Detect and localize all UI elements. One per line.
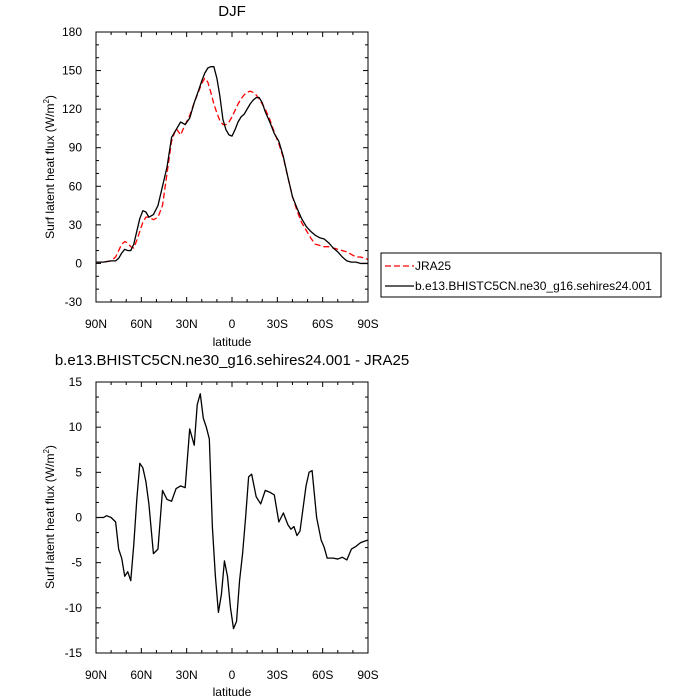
bottom-x-tick-label: 0 <box>229 668 236 682</box>
top-panel: DJF -30 0 30 60 90 120 150 180 90N 60N 30N 0 30S 60S… <box>42 3 662 349</box>
top-legend: JRA25 b.e13.BHISTC5CN.ne30_g16.sehires24… <box>380 252 662 298</box>
bottom-y-tick-label: 10 <box>69 420 83 434</box>
bottom-y-tick-label: -15 <box>65 646 83 660</box>
top-plot-frame <box>95 31 369 303</box>
top-chart-title: DJF <box>218 3 246 20</box>
top-x-tick-label: 90N <box>85 317 107 331</box>
top-series-line-model <box>96 66 368 265</box>
bottom-y-tick-label: 0 <box>75 511 82 525</box>
top-y-tick-label: 90 <box>69 141 83 155</box>
bottom-y-tick-label: 5 <box>75 465 82 479</box>
top-y-tick-label: 180 <box>62 25 82 39</box>
legend-box <box>380 252 662 298</box>
legend-label-model: b.e13.BHISTC5CN.ne30_g16.sehires24.001 <box>415 279 652 293</box>
top-x-tick-label: 30N <box>176 317 198 331</box>
bottom-x-tick-label: 30S <box>267 668 288 682</box>
top-x-tick-label: 90S <box>357 317 378 331</box>
bottom-y-tick-label: -5 <box>71 556 82 570</box>
legend-label-jra25: JRA25 <box>415 259 451 273</box>
top-y-axis-label: Surf latent heat flux (W/m2) <box>42 95 57 239</box>
bottom-x-tick-label: 30N <box>176 668 198 682</box>
bottom-x-tick-label: 60N <box>130 668 152 682</box>
top-x-tick-label: 60N <box>130 317 152 331</box>
bottom-y-tick-label: 15 <box>69 375 83 389</box>
bottom-plot-frame <box>95 381 369 654</box>
top-y-tick-label: 60 <box>69 179 83 193</box>
top-x-tick-label: 60S <box>312 317 333 331</box>
top-series-line-jra25 <box>96 77 369 263</box>
top-y-tick-label: 150 <box>62 64 82 78</box>
bottom-panel: b.e13.BHISTC5CN.ne30_g16.sehires24.001 -… <box>42 352 409 699</box>
bottom-chart-title: b.e13.BHISTC5CN.ne30_g16.sehires24.001 -… <box>55 352 409 369</box>
top-y-tick-label: 120 <box>62 102 82 116</box>
bottom-x-axis-label: latitude <box>213 685 252 699</box>
bottom-x-tick-label: 90S <box>357 668 378 682</box>
bottom-series-line-difference <box>96 393 369 630</box>
bottom-x-tick-label: 90N <box>85 668 107 682</box>
top-x-axis-label: latitude <box>213 335 252 349</box>
bottom-y-tick-label: -10 <box>65 601 83 615</box>
top-x-tick-label: 30S <box>267 317 288 331</box>
bottom-y-axis-label: Surf latent heat flux (W/m2) <box>42 445 57 589</box>
top-y-tick-label: 30 <box>69 218 83 232</box>
top-y-tick-label: -30 <box>65 295 83 309</box>
top-y-tick-label: 0 <box>75 256 82 270</box>
bottom-x-tick-label: 60S <box>312 668 333 682</box>
top-x-tick-label: 0 <box>229 317 236 331</box>
